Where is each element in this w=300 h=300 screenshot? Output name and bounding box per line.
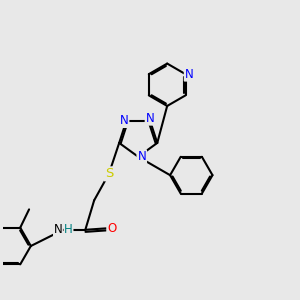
Text: N: N — [185, 68, 194, 81]
Text: N: N — [120, 114, 128, 127]
Text: N: N — [137, 150, 146, 163]
Text: S: S — [105, 167, 113, 180]
Text: N: N — [54, 223, 62, 236]
Text: O: O — [107, 222, 116, 235]
Text: H: H — [64, 223, 73, 236]
Text: N: N — [146, 112, 154, 125]
